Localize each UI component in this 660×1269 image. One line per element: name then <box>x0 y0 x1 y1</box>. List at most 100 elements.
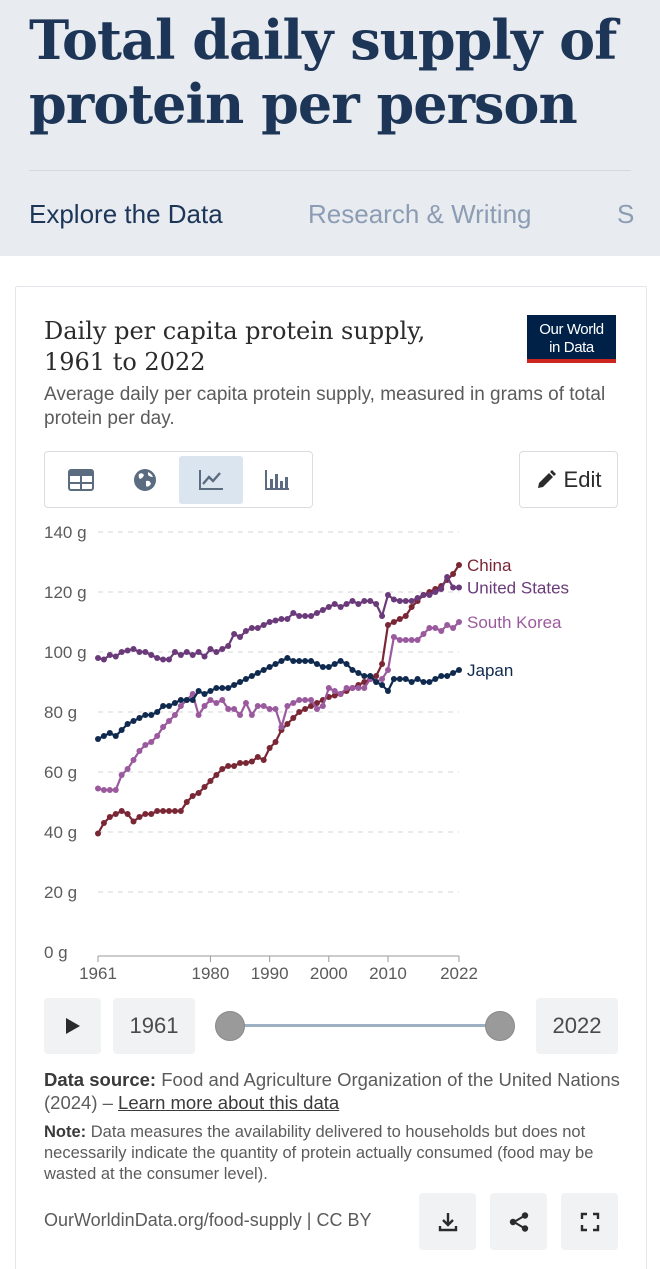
tab-research-and-writing[interactable]: Research & Writing <box>308 199 532 229</box>
data-point <box>213 685 220 691</box>
play-button[interactable] <box>44 998 101 1054</box>
map-view-button[interactable] <box>113 456 177 504</box>
end-year-label: 2022 <box>536 998 618 1054</box>
source-text: Food and Agriculture Organization of the… <box>44 1069 620 1113</box>
data-point <box>189 697 196 703</box>
data-point <box>266 745 273 751</box>
tab-explore-the-data[interactable]: Explore the Data <box>29 199 223 229</box>
start-year-handle[interactable] <box>215 1011 245 1041</box>
data-point <box>456 619 462 625</box>
data-point <box>278 724 285 730</box>
download-icon <box>438 1212 457 1231</box>
data-point <box>337 604 344 610</box>
logo-accent-bar <box>527 359 616 363</box>
data-point <box>142 712 149 718</box>
data-point <box>124 721 131 727</box>
edit-button[interactable]: Edit <box>519 451 618 508</box>
data-point <box>272 617 279 624</box>
data-point <box>408 679 415 685</box>
data-point <box>189 652 196 658</box>
data-point <box>349 685 356 691</box>
x-tick-label: 2010 <box>369 964 407 983</box>
data-point <box>367 598 374 604</box>
line-chart-view-button[interactable] <box>179 456 243 504</box>
data-point <box>195 712 202 718</box>
end-year-handle[interactable] <box>485 1011 515 1041</box>
data-point <box>325 604 332 610</box>
x-tick-label: 1990 <box>251 964 289 983</box>
data-point <box>254 754 261 760</box>
data-point <box>444 673 451 679</box>
data-point <box>266 706 273 712</box>
data-point <box>160 724 167 730</box>
data-point <box>130 818 137 825</box>
y-tick-label: 40 g <box>44 823 77 842</box>
data-point <box>148 652 155 658</box>
data-point <box>355 685 362 691</box>
fullscreen-button[interactable] <box>561 1193 618 1250</box>
timeline-track[interactable] <box>230 1024 500 1027</box>
data-point <box>302 613 309 619</box>
data-point <box>432 676 439 682</box>
axis-layer: 0 g 20 g 40 g 60 g 80 g 100 g 120 g 140 g 1961 19… <box>44 523 478 983</box>
data-point <box>302 706 309 712</box>
data-point <box>130 646 137 652</box>
data-point <box>136 748 143 754</box>
data-point <box>308 613 315 619</box>
data-point <box>450 584 457 591</box>
data-point <box>260 703 267 709</box>
table-view-button[interactable] <box>49 456 113 504</box>
data-point <box>432 589 439 595</box>
data-point <box>201 691 208 697</box>
data-point <box>154 808 161 814</box>
data-point <box>225 643 232 649</box>
data-point <box>379 682 386 688</box>
data-point <box>290 658 297 664</box>
data-point <box>118 772 125 778</box>
data-point <box>331 661 338 667</box>
data-point <box>189 793 196 799</box>
y-tick-label: 120 g <box>44 583 87 602</box>
data-point <box>231 763 238 769</box>
data-point <box>373 601 380 607</box>
owid-logo[interactable]: Our World in Data <box>527 315 616 363</box>
y-tick-label: 80 g <box>44 703 77 722</box>
data-point <box>290 715 297 721</box>
data-point <box>171 808 178 814</box>
data-point <box>402 676 409 682</box>
data-point <box>426 592 433 598</box>
data-point <box>396 676 403 682</box>
data-point <box>266 664 273 670</box>
download-button[interactable] <box>419 1193 476 1250</box>
learn-more-link[interactable]: Learn more about this data <box>118 1092 340 1113</box>
data-point <box>124 647 131 654</box>
data-point <box>112 653 119 660</box>
series-line-south-korea <box>97 621 460 792</box>
data-point <box>331 692 338 699</box>
data-point <box>130 757 137 763</box>
footer-url[interactable]: OurWorldinData.org/food-supply | CC BY <box>44 1210 372 1230</box>
bar-chart-view-button[interactable] <box>245 456 309 504</box>
data-point <box>154 709 161 715</box>
data-point <box>254 703 261 709</box>
data-point <box>296 613 303 619</box>
data-point <box>160 656 167 663</box>
data-point <box>142 742 149 748</box>
data-point <box>248 758 255 765</box>
data-point <box>331 601 338 607</box>
data-point <box>248 673 255 679</box>
series-line-china <box>97 564 460 835</box>
data-point <box>213 649 220 655</box>
play-icon <box>65 1018 80 1034</box>
data-point <box>278 658 285 664</box>
data-point <box>426 679 433 685</box>
tab-truncated[interactable]: S <box>617 199 635 229</box>
data-point <box>390 676 397 682</box>
data-point <box>171 649 178 655</box>
share-button[interactable] <box>490 1193 547 1250</box>
series-label-south-korea: South Korea <box>467 613 562 632</box>
data-point <box>272 739 279 745</box>
data-point <box>426 625 433 631</box>
data-point <box>219 646 226 652</box>
data-point <box>106 730 113 736</box>
